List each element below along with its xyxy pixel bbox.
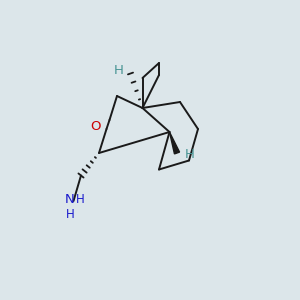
Text: H: H	[185, 148, 194, 161]
Text: N: N	[65, 193, 75, 206]
Text: H: H	[114, 64, 124, 77]
Text: O: O	[90, 120, 100, 133]
Text: H: H	[65, 208, 74, 221]
Polygon shape	[169, 132, 179, 154]
Text: H: H	[76, 193, 85, 206]
